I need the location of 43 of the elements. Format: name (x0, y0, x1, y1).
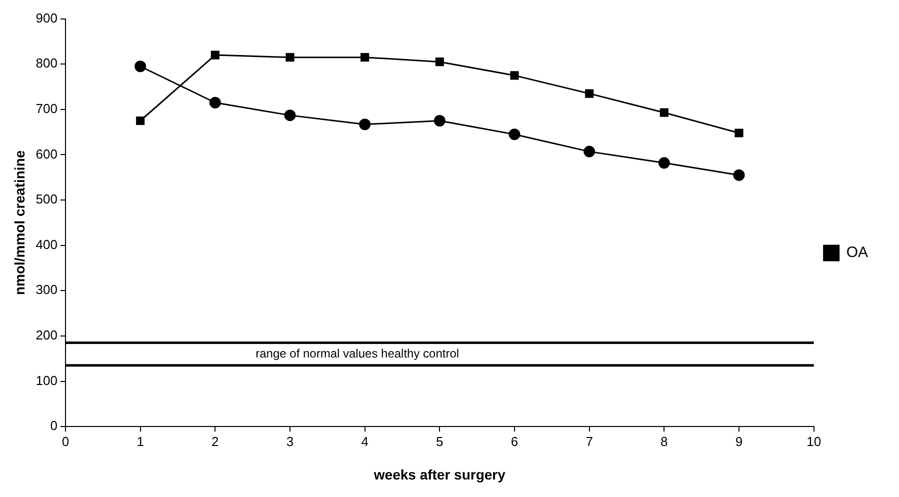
point (435, 58, 444, 66)
x-tick-label: 4 (361, 434, 368, 449)
x-tick-label: 10 (806, 434, 822, 449)
x-tick-label: 0 (62, 434, 70, 449)
x-tick-label: 9 (735, 434, 743, 449)
point (284, 110, 296, 122)
point (510, 71, 519, 80)
point (733, 169, 745, 181)
x-tick-label: 1 (136, 434, 144, 449)
y-tick-label: 400 (36, 236, 58, 252)
y-tick-label: 500 (36, 192, 58, 207)
x-tick-label: 8 (660, 434, 668, 449)
point (585, 89, 594, 98)
y-tick-label: 300 (36, 282, 58, 298)
point (434, 115, 446, 126)
y-tick-label: 900 (36, 10, 58, 26)
x-tick-label: 5 (436, 434, 444, 449)
y-tick-label: 0 (50, 418, 58, 434)
point (209, 96, 221, 108)
point (508, 128, 520, 140)
y-tick-label: 700 (36, 101, 58, 116)
point (584, 146, 596, 158)
point (134, 60, 146, 72)
y-tick-label: 800 (36, 56, 58, 71)
y-tick-label: 600 (36, 146, 58, 162)
point (734, 128, 744, 138)
annotation: range of normal values healthy control (256, 346, 460, 360)
point (210, 50, 220, 60)
y-tick-label: 200 (36, 328, 58, 343)
point (359, 118, 371, 130)
point (286, 53, 294, 62)
point (360, 53, 370, 62)
point (660, 108, 668, 117)
legend-label: OA (846, 244, 868, 262)
point (136, 116, 145, 126)
x-tick-label: 6 (510, 434, 518, 449)
y-tick-label: 100 (36, 372, 58, 388)
x-axis-title: weeks after surgery (372, 466, 506, 482)
x-tick-label: 2 (212, 434, 219, 449)
point (658, 157, 670, 169)
x-tick-label: 7 (586, 434, 593, 449)
x-tick-label: 3 (286, 434, 294, 449)
y-axis-title: nmol/mmol creatinine (11, 150, 28, 296)
